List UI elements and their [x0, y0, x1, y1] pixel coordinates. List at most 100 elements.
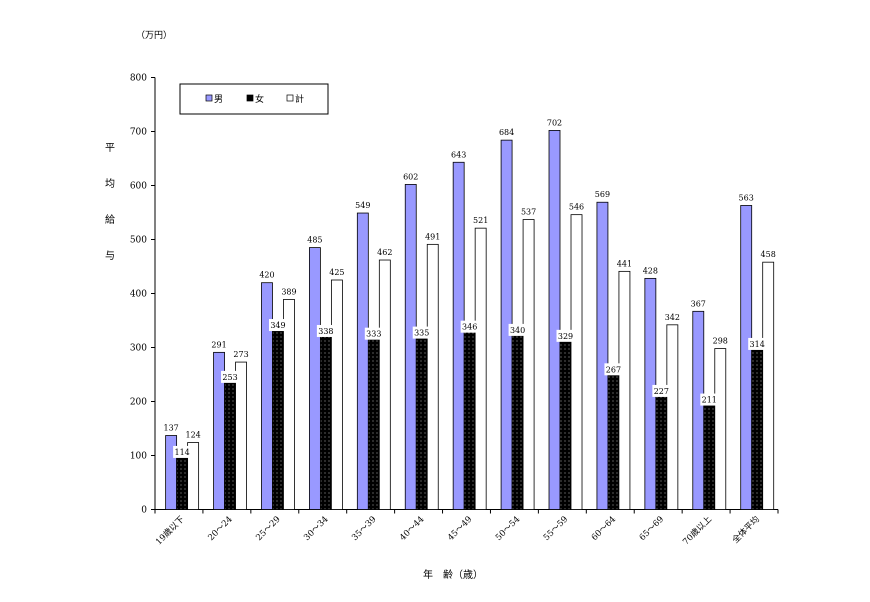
data-label: 273	[233, 350, 248, 359]
bar-計-0	[187, 442, 200, 510]
data-label: 425	[329, 268, 344, 277]
x-tick-label: 65～69	[638, 515, 666, 543]
y-tick-label: 500	[130, 236, 147, 246]
data-label: 563	[739, 193, 754, 202]
data-label: 137	[163, 424, 178, 433]
legend-swatch-1	[246, 94, 254, 102]
data-label-bg	[364, 327, 383, 340]
bar-男-3	[308, 247, 321, 510]
bar-計-9	[618, 270, 631, 510]
x-tick-label: 30～34	[302, 515, 330, 543]
data-label: 340	[510, 326, 525, 335]
x-tick-label: 60～64	[590, 515, 618, 543]
bar-男-12	[740, 205, 753, 510]
data-label: 420	[259, 271, 274, 280]
data-label: 227	[654, 387, 669, 396]
data-label: 253	[222, 373, 237, 382]
bar-女-9	[607, 364, 620, 510]
data-label: 521	[473, 216, 488, 225]
data-label: 291	[211, 340, 226, 349]
bar-女-3	[319, 326, 332, 510]
x-axis-label: 年 齢（歳）	[423, 568, 483, 581]
bar-計-4	[378, 259, 391, 510]
data-label: 602	[403, 172, 418, 181]
data-label: 569	[595, 190, 610, 199]
y-tick-label: 200	[130, 398, 147, 408]
data-label: 314	[750, 340, 765, 349]
bar-計-3	[330, 279, 343, 510]
bar-計-6	[474, 227, 487, 510]
x-tick-label: 全体平均	[730, 514, 762, 546]
bar-計-5	[426, 243, 439, 510]
data-label-bg	[604, 363, 623, 376]
bar-女-8	[559, 331, 572, 510]
data-label: 342	[665, 313, 680, 322]
bar-男-8	[548, 130, 561, 510]
data-label: 458	[761, 250, 776, 259]
legend-swatch-2	[286, 94, 294, 102]
legend-label: 計	[295, 93, 304, 105]
y-tick-label: 400	[130, 290, 147, 300]
x-tick-label: 20～24	[206, 515, 234, 543]
bar-男-4	[356, 212, 369, 510]
bar-男-2	[261, 282, 273, 510]
x-tick-label: 55～59	[542, 515, 570, 543]
x-tick-label: 25～29	[254, 515, 282, 543]
bar-計-7	[522, 219, 535, 510]
data-label: 428	[643, 266, 658, 275]
data-label: 546	[569, 203, 584, 212]
x-tick-label: 35～39	[350, 515, 378, 543]
bar-女-11	[703, 395, 716, 510]
bar-女-6	[463, 322, 476, 510]
bar-女-7	[511, 325, 524, 510]
data-label: 441	[617, 259, 632, 268]
bar-女-4	[367, 329, 380, 510]
data-label: 367	[691, 299, 706, 308]
data-label-bg	[700, 393, 719, 406]
bar-計-11	[714, 348, 727, 510]
data-label: 333	[366, 330, 381, 339]
x-tick-label: 70歳以上	[681, 513, 715, 547]
data-label: 124	[185, 431, 200, 440]
bar-女-10	[655, 386, 668, 510]
data-label-bg	[412, 326, 431, 339]
bar-女-5	[415, 328, 428, 510]
legend-swatch-0	[205, 94, 213, 102]
bar-計-8	[570, 214, 583, 510]
bar-男-11	[692, 310, 705, 510]
bar-計-10	[666, 324, 679, 510]
data-label-bg	[268, 319, 287, 332]
data-label: 298	[713, 337, 728, 346]
bar-男-5	[404, 184, 417, 510]
bar-計-1	[235, 361, 247, 510]
data-label-bg	[652, 384, 671, 397]
data-label: 491	[425, 232, 440, 241]
unit-label: （万円）	[136, 30, 172, 41]
bar-男-9	[596, 201, 609, 510]
bar-計-2	[283, 299, 295, 510]
y-tick-label: 300	[130, 344, 147, 354]
data-label: 211	[702, 396, 717, 405]
x-tick-label: 19歳以下	[153, 513, 187, 547]
data-label-bg	[221, 370, 240, 383]
y-tick-label: 100	[130, 452, 147, 462]
y-tick-label: 700	[130, 128, 147, 138]
data-label: 485	[307, 236, 322, 245]
data-label-bg	[173, 445, 192, 458]
legend-label: 男	[214, 94, 223, 105]
bar-男-6	[452, 161, 465, 510]
x-tick-label: 40～44	[398, 515, 426, 543]
x-axis-title: 年 齢（歳）	[423, 568, 483, 581]
y-tick-label: 800	[130, 74, 147, 84]
y-axis-title: 平均給与	[103, 142, 115, 286]
data-label: 702	[547, 118, 562, 127]
data-label-bg	[556, 329, 575, 342]
data-label: 114	[174, 448, 189, 457]
legend: 男女計	[179, 83, 329, 115]
data-label: 349	[270, 321, 285, 330]
data-label: 267	[606, 365, 621, 374]
bar-計-12	[762, 261, 775, 510]
legend-label: 女	[255, 93, 264, 105]
x-tick-label: 45～49	[446, 515, 474, 543]
